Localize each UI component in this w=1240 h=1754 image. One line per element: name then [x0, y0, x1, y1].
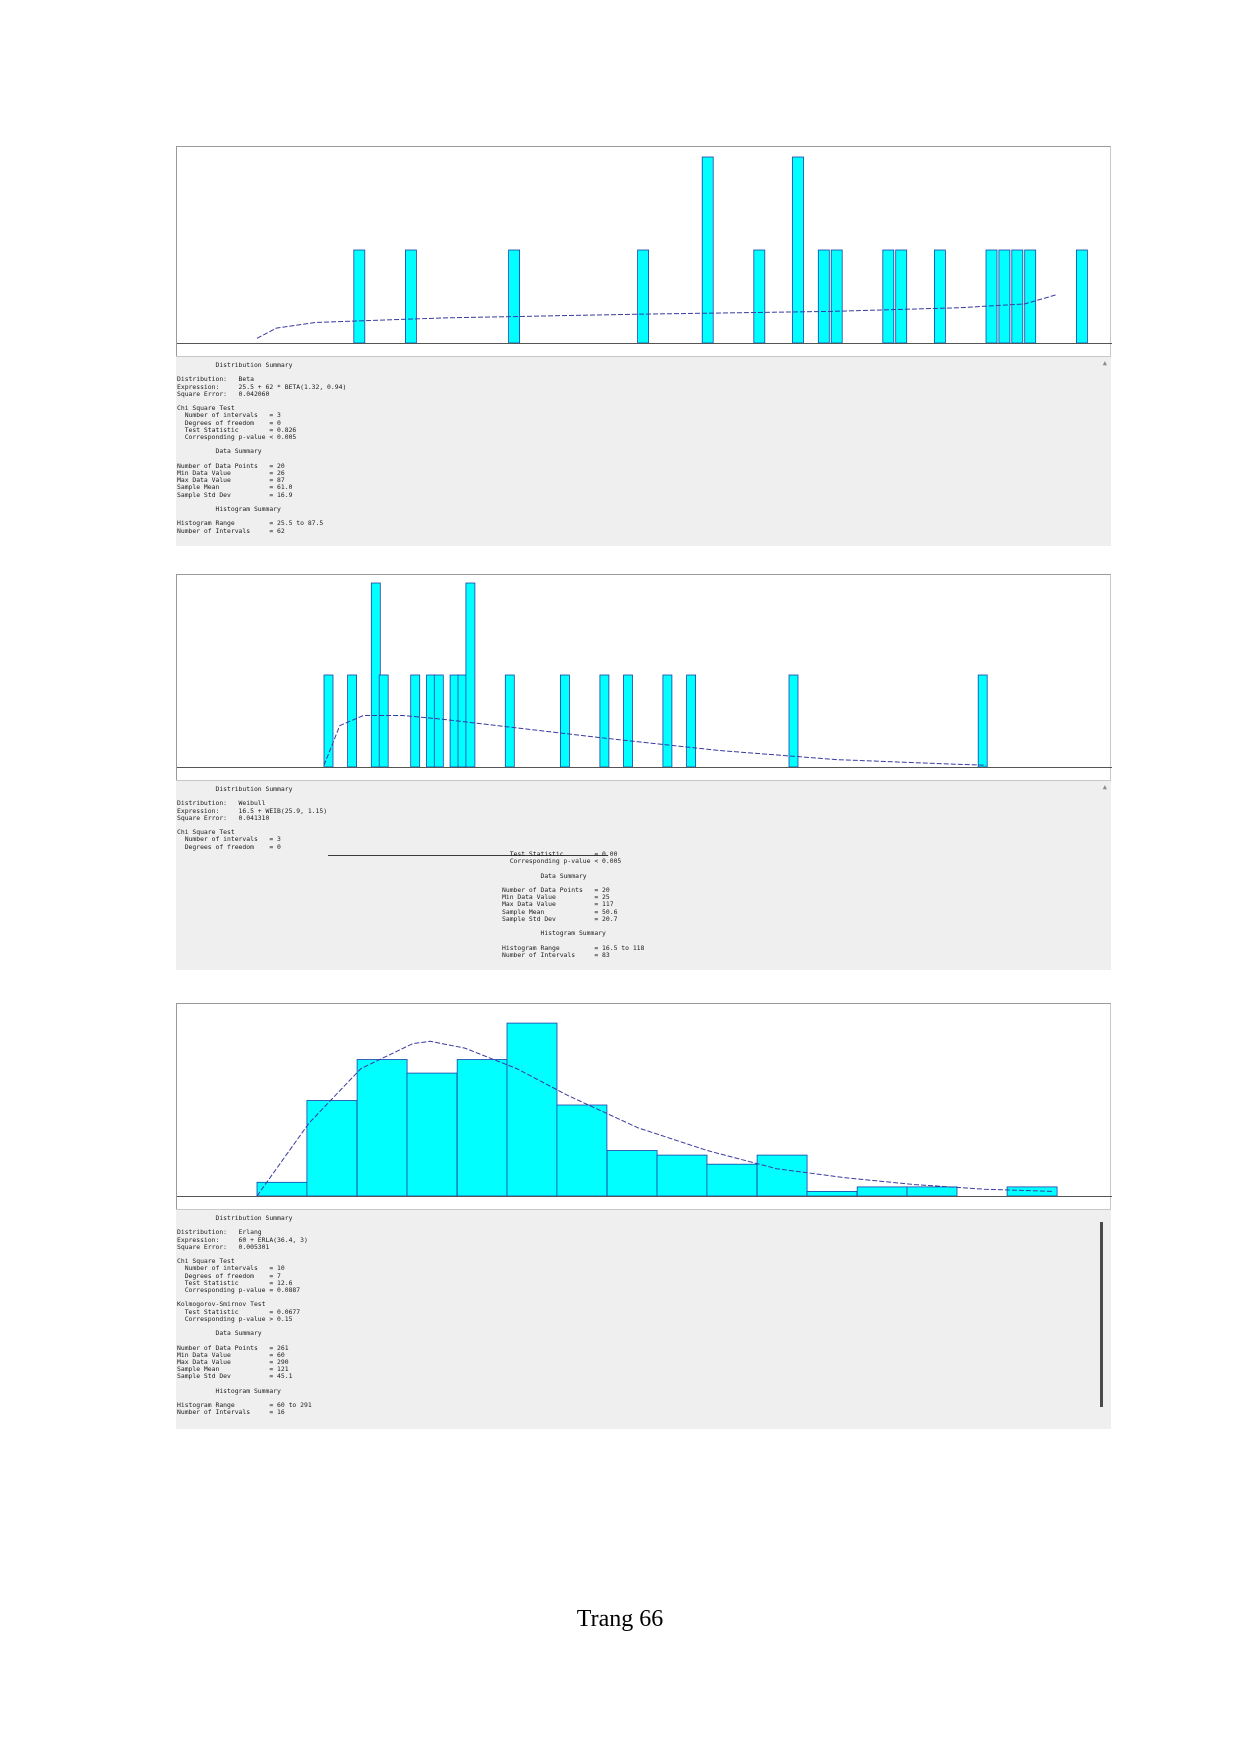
histogram-bar-0 [256, 1181, 308, 1197]
summary-text-erlang: Distribution Summary Distribution: Erlan… [177, 1214, 312, 1417]
histogram-bar-12 [985, 249, 998, 344]
summary-panel-erlang[interactable]: Distribution Summary Distribution: Erlan… [176, 1209, 1111, 1429]
histogram-bar-8 [656, 1154, 708, 1197]
histogram-bar-11 [934, 249, 946, 344]
histogram-bar-1 [306, 1100, 358, 1197]
histogram-bar-5 [506, 1022, 558, 1197]
histogram-bar-3 [406, 1072, 458, 1197]
histogram-bar-14 [662, 674, 673, 768]
histogram-bar-6 [556, 1104, 608, 1197]
histogram-bar-12 [599, 674, 610, 768]
histogram-bar-9 [465, 582, 476, 768]
histogram-bar-2 [508, 249, 521, 344]
histogram-bar-10 [756, 1154, 808, 1197]
histogram-bar-15 [686, 674, 697, 768]
histogram-bar-7 [817, 249, 830, 344]
histogram-bar-5 [753, 249, 766, 344]
scroll-up-icon[interactable]: ▲ [1102, 359, 1107, 367]
histogram-bar-4 [410, 674, 421, 768]
summary-panel-beta[interactable]: ▲ Distribution Summary Distribution: Bet… [176, 356, 1111, 546]
histogram-bar-6 [433, 674, 444, 768]
histogram-bar-6 [792, 156, 804, 344]
histogram-bar-15 [1024, 249, 1037, 344]
histogram-bar-0 [323, 674, 334, 768]
histogram-bar-14 [1011, 249, 1024, 344]
histogram-bar-10 [895, 249, 908, 344]
histogram-svg-erlang [177, 1022, 1112, 1197]
histogram-bar-13 [906, 1186, 958, 1197]
histogram-bar-16 [1076, 249, 1088, 344]
scrollbar-thumb[interactable] [1100, 1222, 1103, 1407]
histogram-bar-1 [404, 249, 417, 344]
histogram-bar-12 [856, 1186, 908, 1197]
render-artifact-line [328, 855, 608, 856]
summary-text-beta: Distribution Summary Distribution: Beta … [177, 361, 347, 535]
summary-text-weibull-top: Distribution Summary Distribution: Weibu… [177, 785, 328, 851]
histogram-bar-4 [701, 156, 714, 344]
histogram-chart-weibull [176, 574, 1112, 780]
histogram-bar-10 [504, 674, 515, 768]
summary-text-weibull-continued: Test Statistic = 0.00 Corresponding p-va… [502, 850, 645, 959]
histogram-bar-1 [347, 674, 358, 768]
histogram-bar-8 [830, 249, 843, 344]
histogram-bar-4 [456, 1059, 508, 1197]
fitted-density-curve [256, 1040, 1054, 1197]
histogram-bar-9 [882, 249, 895, 344]
histogram-svg-weibull [177, 582, 1112, 768]
fitted-density-curve [323, 715, 987, 766]
histogram-bar-3 [637, 249, 650, 344]
histogram-bar-7 [606, 1150, 658, 1197]
summary-panel-weibull[interactable]: ▲ Distribution Summary Distribution: Wei… [176, 780, 1111, 970]
histogram-svg-beta [177, 156, 1112, 344]
histogram-bar-0 [353, 249, 366, 344]
histogram-chart-erlang [176, 1003, 1112, 1209]
histogram-bar-11 [806, 1190, 858, 1197]
histogram-bar-2 [356, 1059, 408, 1197]
histogram-chart-beta [176, 146, 1112, 356]
histogram-bar-9 [706, 1163, 758, 1197]
scroll-up-icon[interactable]: ▲ [1102, 783, 1107, 791]
histogram-bar-3 [378, 674, 389, 768]
histogram-bar-13 [998, 249, 1011, 344]
histogram-bar-11 [559, 674, 570, 768]
histogram-bar-16 [788, 674, 799, 768]
histogram-bar-13 [623, 674, 633, 768]
histogram-bar-17 [977, 674, 988, 768]
page-number: Trang 66 [576, 1606, 664, 1632]
fitted-density-curve [256, 294, 1058, 339]
